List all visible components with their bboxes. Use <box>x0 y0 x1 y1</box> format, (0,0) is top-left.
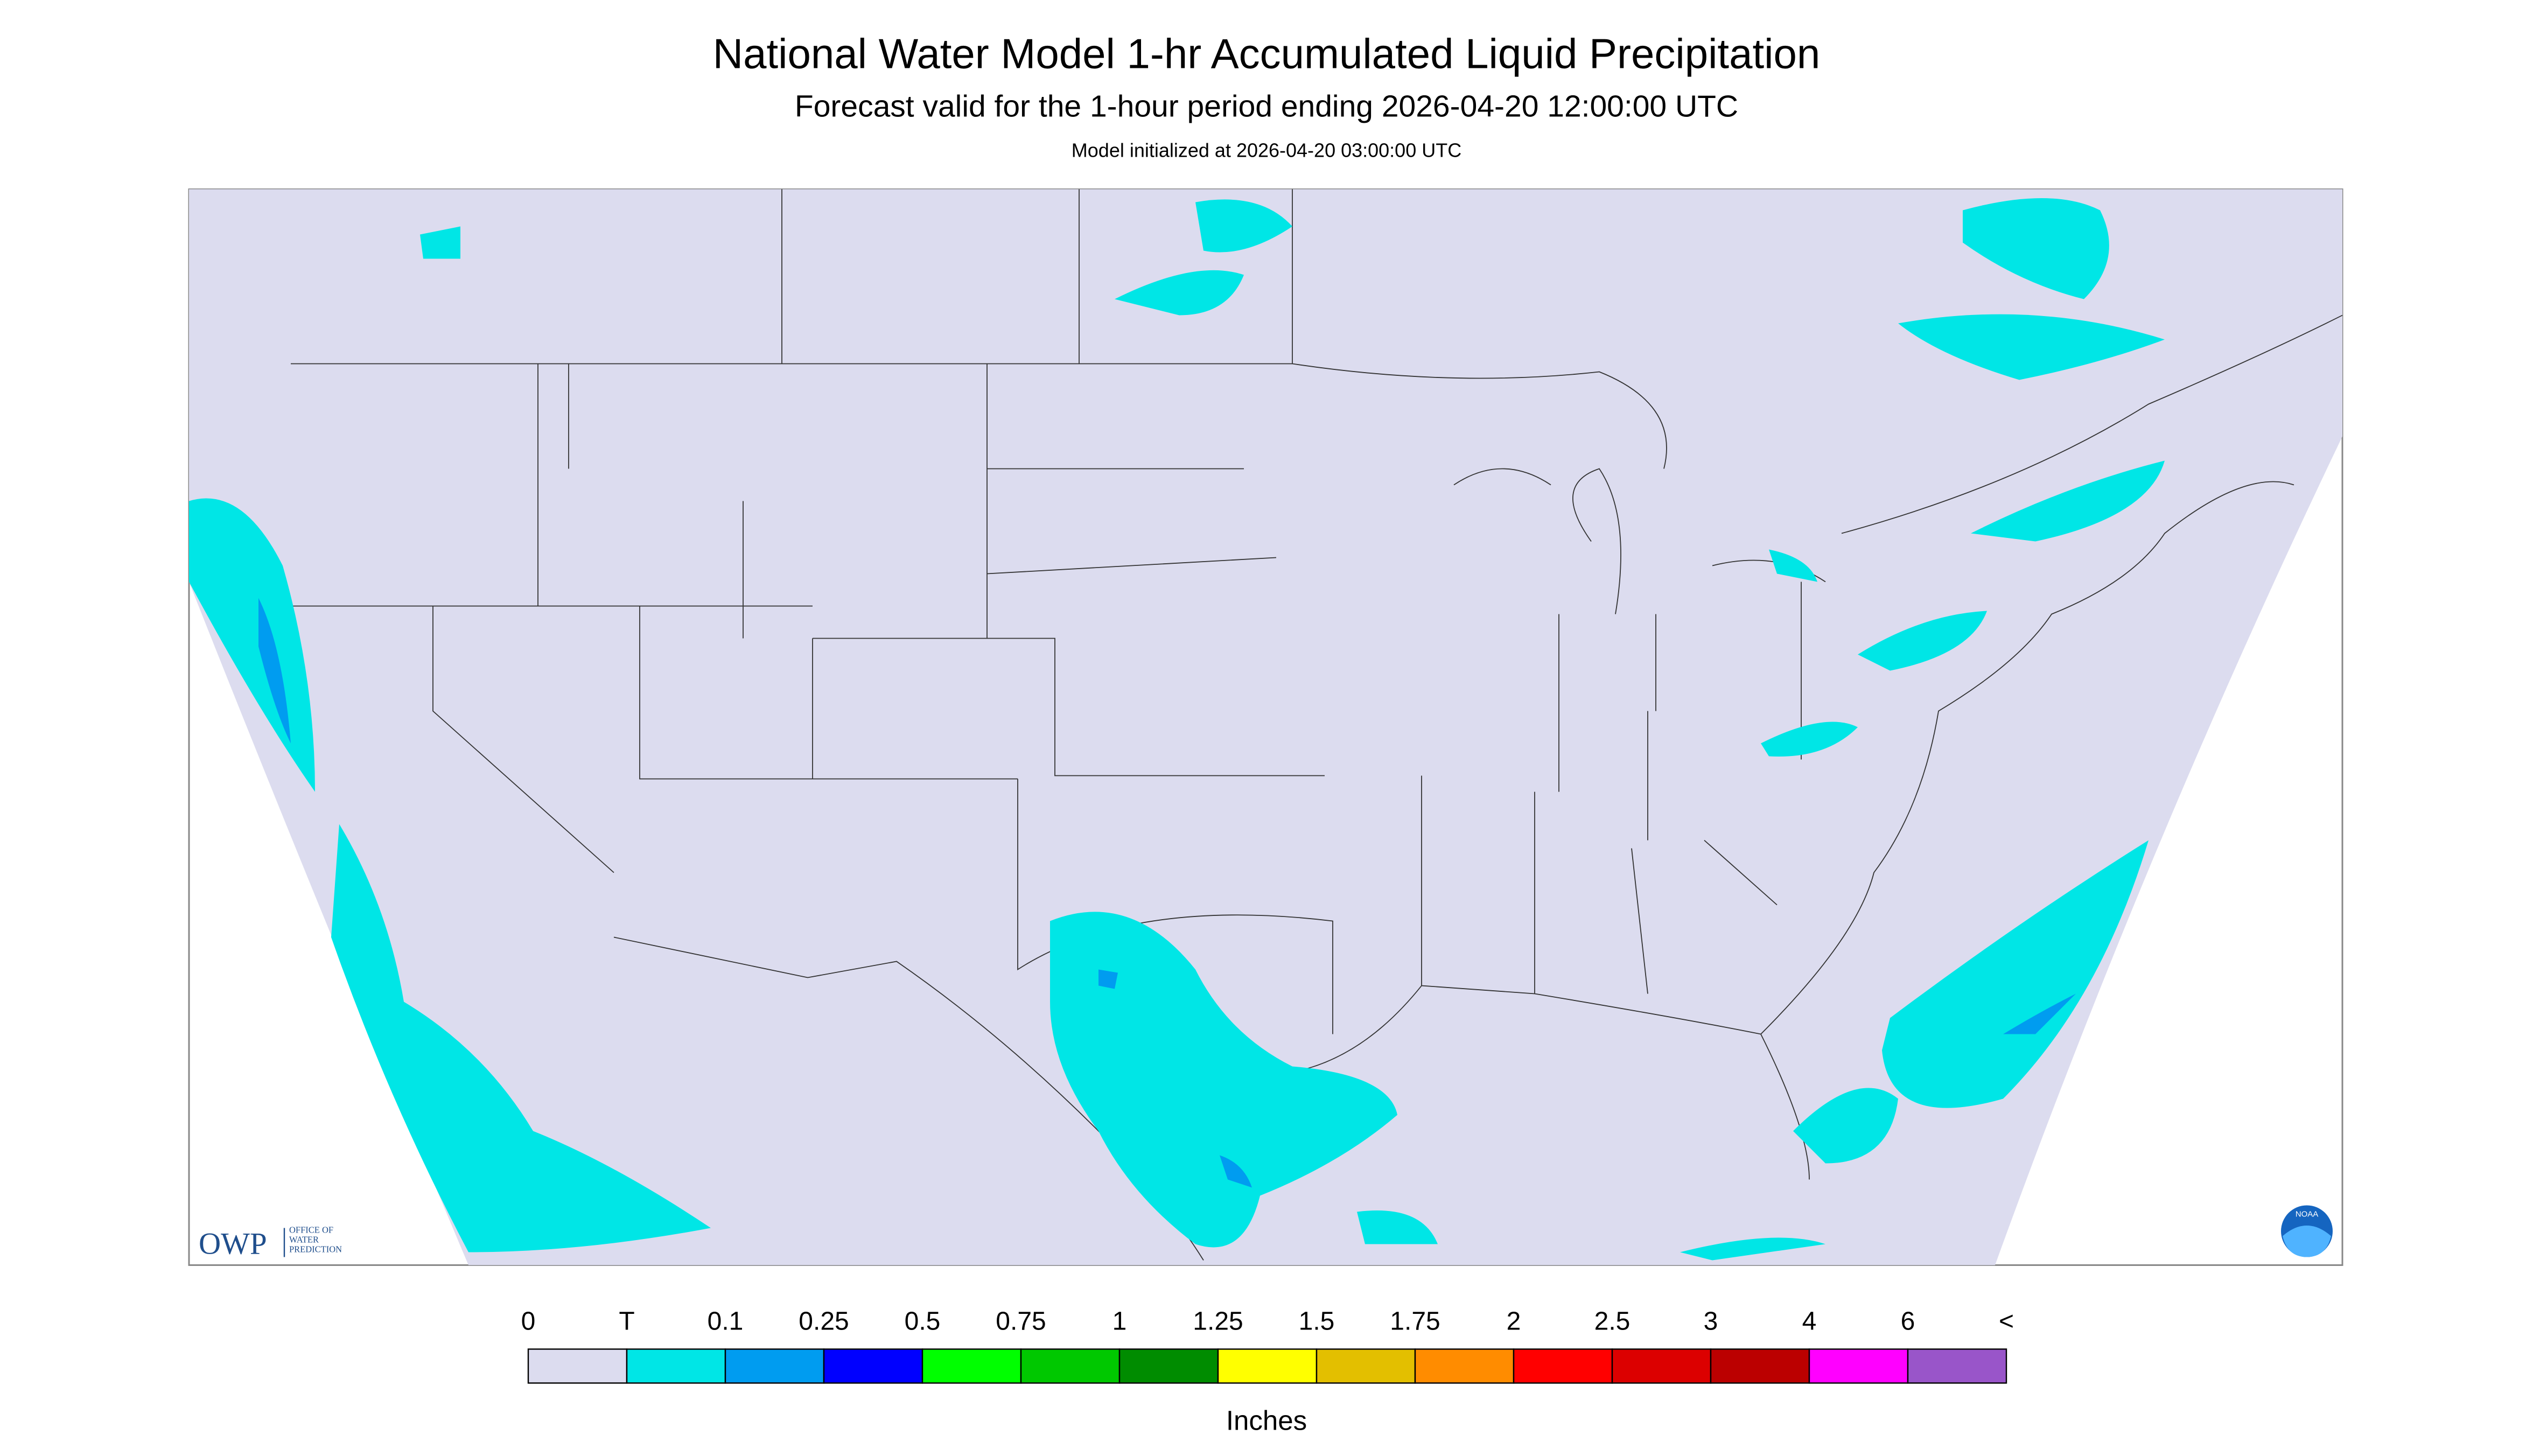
precip-area <box>1050 912 1397 1248</box>
precip-area <box>1963 198 2109 299</box>
precip-area <box>1898 314 2165 380</box>
noaa-logo: NOAA <box>2281 1205 2333 1257</box>
legend-swatch <box>823 1348 923 1384</box>
legend-label: T <box>619 1307 634 1336</box>
legend-swatch <box>1513 1348 1613 1384</box>
precipitation-heavy <box>258 598 2076 1188</box>
legend-swatch <box>921 1348 1022 1384</box>
legend-swatch <box>1118 1348 1219 1384</box>
legend-label: 4 <box>1802 1307 1817 1336</box>
legend-label: 0 <box>521 1307 536 1336</box>
legend-label: 1.5 <box>1299 1307 1335 1336</box>
legend-swatch <box>1316 1348 1416 1384</box>
legend-label: 6 <box>1901 1307 1915 1336</box>
legend-swatch <box>1020 1348 1121 1384</box>
legend-swatch <box>1710 1348 1810 1384</box>
legend-swatch <box>527 1348 628 1384</box>
model-domain <box>189 189 2342 1265</box>
title: National Water Model 1-hr Accumulated Li… <box>713 30 1821 78</box>
legend-label: 0.25 <box>799 1307 849 1336</box>
precip-area <box>1761 722 1858 757</box>
legend-label: 0.1 <box>708 1307 744 1336</box>
legend-swatch <box>1414 1348 1515 1384</box>
legend: 0 T 0.1 0.25 0.5 0.75 1 1.25 1.5 1.75 2 2.5 3 4 6 < <box>521 1307 2014 1384</box>
legend-label: 2.5 <box>1594 1307 1631 1336</box>
subtitle: Forecast valid for the 1-hour period end… <box>795 89 1738 124</box>
legend-label: 2 <box>1507 1307 1521 1336</box>
noaa-badge: NOAA <box>2296 1210 2319 1219</box>
legend-label: 3 <box>1704 1307 1718 1336</box>
legend-units: Inches <box>1226 1405 1307 1436</box>
precip-area <box>1858 611 1987 671</box>
precip-area <box>1793 1088 1898 1164</box>
init-note: Model initialized at 2026-04-20 03:00:00… <box>1072 139 1461 162</box>
legend-label: < <box>1999 1307 2014 1336</box>
borders <box>291 189 2343 1261</box>
legend-swatch <box>1611 1348 1712 1384</box>
logo-acronym: OWP <box>199 1227 267 1261</box>
precip-area <box>258 598 291 744</box>
precip-area <box>1195 199 1292 253</box>
legend-swatch <box>1907 1348 2007 1384</box>
legend-swatch <box>626 1348 726 1384</box>
legend-label: 1.25 <box>1193 1307 1243 1336</box>
precip-area <box>1115 270 1244 316</box>
precip-area <box>1971 460 2165 542</box>
legend-swatch <box>724 1348 825 1384</box>
logo-line: WATER <box>289 1235 319 1245</box>
logo-line: PREDICTION <box>289 1244 342 1255</box>
legend-label: 1.75 <box>1390 1307 1440 1336</box>
legend-label: 0.5 <box>905 1307 941 1336</box>
logo-line: OFFICE OF <box>289 1225 333 1235</box>
legend-label: 1 <box>1112 1307 1127 1336</box>
precip-area <box>1882 840 2149 1108</box>
legend-swatch <box>1217 1348 1318 1384</box>
owp-logo: OWP OFFICE OF WATER PREDICTION <box>199 1225 342 1261</box>
precip-area <box>1357 1210 1825 1261</box>
legend-swatch <box>1808 1348 1909 1384</box>
legend-label: 0.75 <box>996 1307 1046 1336</box>
precip-area <box>331 824 711 1252</box>
precipitation <box>189 198 2165 1261</box>
